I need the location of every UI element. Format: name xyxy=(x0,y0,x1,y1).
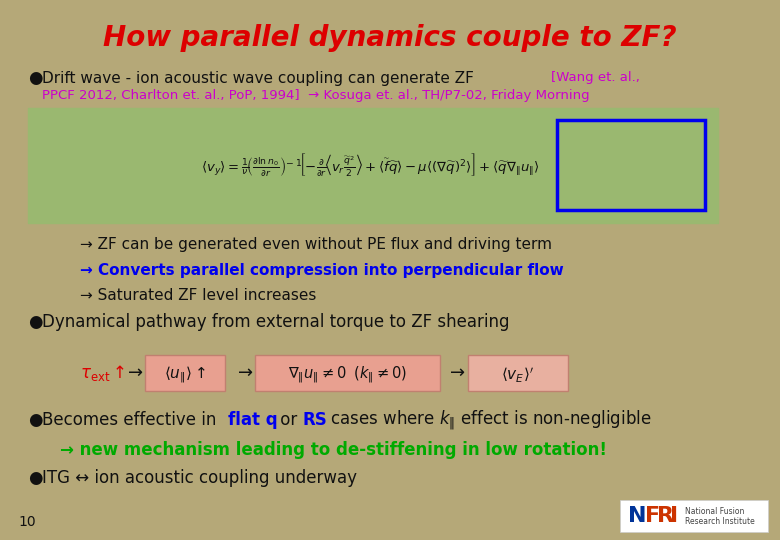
Text: F: F xyxy=(645,506,660,526)
Text: →: → xyxy=(450,364,465,382)
Bar xyxy=(28,108,718,223)
Text: ●: ● xyxy=(28,469,42,487)
Bar xyxy=(468,355,568,391)
Text: $\langle v_y\rangle = \frac{1}{\nu}\!\left(\frac{\partial\ln n_0}{\partial r}\ri: $\langle v_y\rangle = \frac{1}{\nu}\!\le… xyxy=(200,152,539,179)
Bar xyxy=(145,355,225,391)
Text: cases where $k_\|$ effect is non-negligible: cases where $k_\|$ effect is non-negligi… xyxy=(325,408,651,431)
Text: RS: RS xyxy=(302,411,327,429)
Bar xyxy=(255,355,440,391)
Text: R: R xyxy=(657,506,674,526)
Text: N: N xyxy=(628,506,647,526)
Text: ITG ↔ ion acoustic coupling underway: ITG ↔ ion acoustic coupling underway xyxy=(42,469,357,487)
Text: → ZF can be generated even without PE flux and driving term: → ZF can be generated even without PE fl… xyxy=(80,238,552,253)
Text: $\tau_{\rm ext}\uparrow$: $\tau_{\rm ext}\uparrow$ xyxy=(80,363,125,383)
Text: → new mechanism leading to de-stiffening in low rotation!: → new mechanism leading to de-stiffening… xyxy=(60,441,607,459)
Text: →: → xyxy=(128,364,143,382)
Text: $\nabla_\| u_\| \neq 0\;\;(k_\| \neq 0)$: $\nabla_\| u_\| \neq 0\;\;(k_\| \neq 0)$ xyxy=(288,364,407,386)
Text: How parallel dynamics couple to ZF?: How parallel dynamics couple to ZF? xyxy=(103,24,677,52)
Text: [Wang et. al.,: [Wang et. al., xyxy=(551,71,640,84)
Text: ●: ● xyxy=(28,313,42,331)
Text: → Saturated ZF level increases: → Saturated ZF level increases xyxy=(80,287,317,302)
Text: → Converts parallel compression into perpendicular flow: → Converts parallel compression into per… xyxy=(80,262,564,278)
Text: $\langle u_\|\rangle\uparrow$: $\langle u_\|\rangle\uparrow$ xyxy=(164,364,206,386)
Text: Becomes effective in: Becomes effective in xyxy=(42,411,222,429)
Text: National Fusion: National Fusion xyxy=(685,508,744,516)
Text: 10: 10 xyxy=(18,515,36,529)
Text: →: → xyxy=(238,364,254,382)
Text: or: or xyxy=(275,411,303,429)
Text: Research Institute: Research Institute xyxy=(685,516,755,525)
Text: PPCF 2012, Charlton et. al., PoP, 1994]  → Kosuga et. al., TH/P7-02, Friday Morn: PPCF 2012, Charlton et. al., PoP, 1994] … xyxy=(42,89,590,102)
Text: ●: ● xyxy=(28,411,42,429)
Text: flat q: flat q xyxy=(228,411,278,429)
Text: $\langle v_E\rangle'$: $\langle v_E\rangle'$ xyxy=(502,366,534,384)
Text: Dynamical pathway from external torque to ZF shearing: Dynamical pathway from external torque t… xyxy=(42,313,509,331)
Text: I: I xyxy=(670,506,678,526)
Text: Drift wave - ion acoustic wave coupling can generate ZF: Drift wave - ion acoustic wave coupling … xyxy=(42,71,479,85)
Bar xyxy=(620,500,768,532)
Text: ●: ● xyxy=(28,69,42,87)
